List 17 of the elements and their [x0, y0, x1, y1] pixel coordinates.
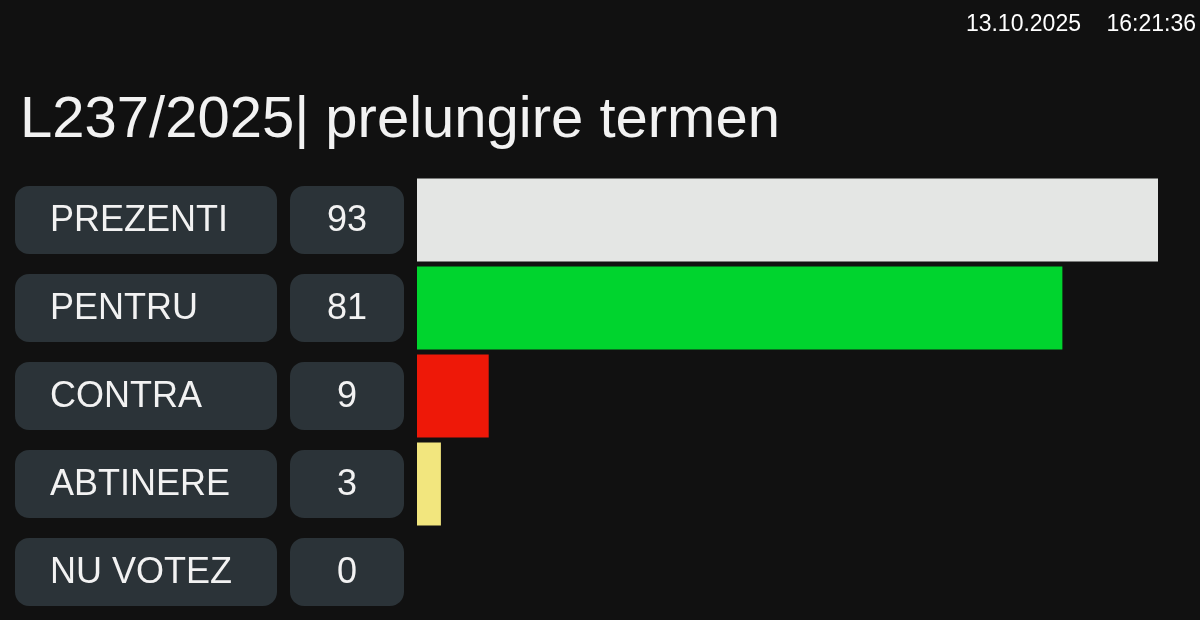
text: 16:21:36	[1106, 10, 1196, 36]
bar	[417, 266, 1063, 350]
data-label: 9	[336, 374, 358, 415]
data-label: 93	[326, 198, 368, 239]
bar	[417, 442, 441, 526]
chart-title: L237/2025| prelungire termen	[20, 84, 780, 149]
text: 13.10.2025	[965, 10, 1081, 36]
y-tick-label: ABTINERE	[50, 462, 231, 503]
bar	[417, 178, 1158, 262]
data-label: 0	[336, 550, 358, 591]
y-tick-label: CONTRA	[50, 374, 202, 415]
y-tick-label: PENTRU	[50, 286, 199, 327]
y-tick-label: NU VOTEZ	[50, 550, 233, 591]
y-tick-label: PREZENTI	[50, 198, 229, 239]
data-label: 3	[336, 462, 358, 503]
bar	[417, 354, 489, 438]
data-label: 81	[326, 286, 368, 327]
